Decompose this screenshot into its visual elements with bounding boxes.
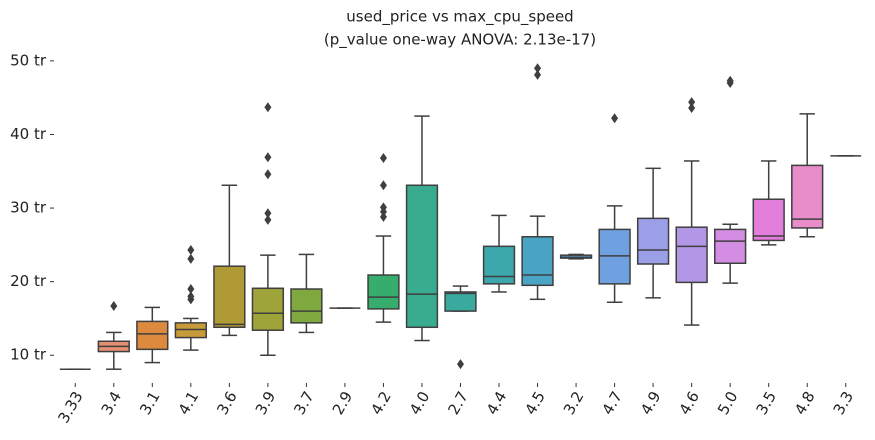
flier	[187, 284, 195, 295]
box	[444, 291, 477, 312]
y-tick-label: 40 tr	[10, 125, 47, 143]
flier	[379, 211, 387, 222]
box	[482, 245, 516, 285]
flier	[688, 97, 696, 108]
x-tick-label: 4.7	[598, 388, 626, 418]
flier	[264, 152, 272, 163]
flier	[264, 169, 272, 180]
box	[752, 198, 785, 242]
box	[791, 164, 824, 229]
x-tick-label: 3.1	[136, 388, 164, 418]
flier	[534, 69, 542, 80]
y-tick-label: 50 tr	[10, 51, 47, 69]
flier	[726, 75, 734, 86]
y-tick-label: 30 tr	[10, 199, 47, 217]
x-tick-label: 3.33	[54, 388, 86, 426]
flier	[379, 180, 387, 191]
flier	[187, 253, 195, 264]
chart-title: used_price vs max_cpu_speed	[346, 8, 573, 27]
x-tick-label: 3.4	[98, 388, 126, 418]
flier	[457, 359, 464, 370]
box	[675, 226, 708, 284]
x-tick-label: 3.3	[830, 388, 858, 418]
box	[251, 287, 285, 331]
x-tick-label: 4.0	[406, 388, 434, 418]
box	[714, 228, 747, 265]
flier	[379, 153, 387, 164]
x-tick-label: 4.6	[675, 388, 703, 418]
x-tick-label: 4.5	[521, 388, 549, 418]
x-tick-label: 4.4	[483, 388, 511, 418]
flier	[534, 63, 542, 74]
flier	[611, 113, 619, 124]
flier	[187, 291, 195, 302]
box	[367, 274, 400, 310]
flier	[264, 214, 272, 225]
x-tick-label: 5.0	[714, 388, 742, 418]
x-tick-label: 3.6	[213, 388, 241, 418]
y-tick-label: 20 tr	[10, 272, 47, 290]
x-tick-label: 3.7	[290, 388, 318, 418]
x-tick-label: 4.2	[367, 388, 395, 418]
box	[405, 184, 439, 329]
x-tick-label: 3.2	[560, 388, 588, 418]
chart-subtitle: (p_value one-way ANOVA: 2.13e-17)	[324, 31, 596, 50]
flier	[110, 300, 118, 311]
box	[136, 320, 169, 351]
x-tick-label: 2.9	[329, 388, 357, 418]
x-tick-label: 3.5	[753, 388, 781, 418]
box	[636, 217, 670, 265]
x-tick-label: 4.1	[175, 388, 203, 418]
flier	[264, 102, 272, 113]
flier	[264, 208, 272, 219]
x-tick-label: 4.8	[791, 388, 819, 418]
flier	[187, 245, 195, 256]
x-tick-label: 2.7	[444, 388, 472, 418]
flier	[379, 202, 387, 213]
box	[290, 288, 323, 324]
box	[521, 236, 554, 287]
x-tick-label: 3.9	[252, 388, 280, 418]
y-tick-label: 10 tr	[10, 346, 47, 364]
box	[213, 265, 246, 329]
x-tick-label: 4.9	[637, 388, 665, 418]
flier	[688, 102, 696, 113]
